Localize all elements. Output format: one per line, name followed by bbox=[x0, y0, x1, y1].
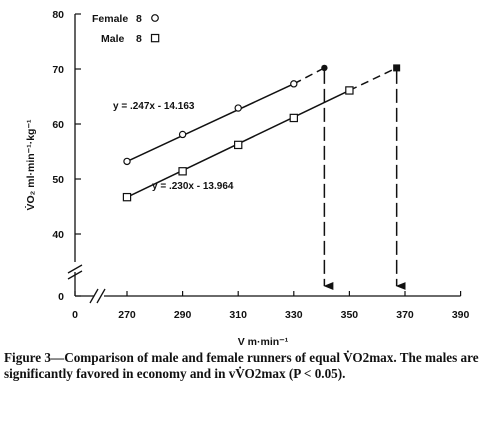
legend-label: Female bbox=[92, 13, 128, 25]
ticks: 0 40 50 60 70 80 0 270 290 310 330 350 370 390 bbox=[52, 9, 469, 321]
data-point bbox=[123, 157, 131, 166]
female-series: y = .247x - 14.163 bbox=[113, 64, 334, 290]
legend-marker-circle bbox=[151, 14, 159, 22]
legend-n: 8 bbox=[136, 13, 142, 25]
legend: Female 8 Male 8 bbox=[92, 13, 160, 45]
plot-area: y = .247x - 14.163 y = .230x - 13.964 bbox=[113, 64, 406, 290]
x-tick-label: 270 bbox=[118, 309, 136, 321]
y-axis-label: V̇O₂ ml·min⁻¹·kg⁻¹ bbox=[25, 119, 37, 211]
x-tick-label: 330 bbox=[285, 309, 303, 321]
data-point bbox=[290, 80, 298, 88]
regression-equation: y = .247x - 14.163 bbox=[113, 101, 195, 112]
x-axis-break-mark bbox=[89, 288, 99, 304]
x-tick-label: 370 bbox=[396, 309, 414, 321]
data-point bbox=[345, 86, 354, 95]
male-series: y = .230x - 13.964 bbox=[122, 64, 406, 290]
vvo2max-point bbox=[393, 64, 401, 72]
y-tick-label: 0 bbox=[58, 291, 64, 303]
data-point bbox=[289, 113, 299, 123]
y-tick-label: 60 bbox=[52, 119, 64, 131]
x-tick-label: 310 bbox=[229, 309, 247, 321]
data-point bbox=[234, 140, 243, 150]
x-tick-label: 350 bbox=[341, 309, 359, 321]
extrapolation-dashed-line bbox=[293, 67, 325, 85]
figure-caption: Figure 3—Comparison of male and female r… bbox=[4, 350, 479, 381]
y-tick-label: 80 bbox=[52, 9, 64, 21]
regression-line bbox=[126, 83, 295, 163]
data-point bbox=[234, 104, 242, 112]
y-axis-break-mark bbox=[67, 264, 83, 274]
legend-n: 8 bbox=[136, 33, 142, 45]
y-tick-label: 50 bbox=[52, 174, 64, 186]
x-axis-label: V m·min⁻¹ bbox=[238, 336, 289, 348]
legend-marker-square bbox=[150, 33, 160, 43]
x-tick-label: 0 bbox=[72, 309, 78, 321]
extrapolation-dashed-line bbox=[349, 67, 397, 92]
regression-equation: y = .230x - 13.964 bbox=[152, 181, 234, 192]
data-point bbox=[122, 192, 132, 202]
x-tick-label: 390 bbox=[452, 309, 470, 321]
y-axis-break-mark bbox=[67, 270, 83, 280]
data-point bbox=[178, 167, 187, 176]
x-axis-break-mark bbox=[96, 288, 106, 304]
y-tick-label: 70 bbox=[52, 64, 64, 76]
legend-label: Male bbox=[101, 33, 125, 45]
data-point bbox=[178, 130, 187, 139]
vvo2max-point bbox=[321, 64, 328, 72]
axes: V m·min⁻¹ V̇O₂ ml·min⁻¹·kg⁻¹ bbox=[25, 14, 461, 348]
x-tick-label: 290 bbox=[174, 309, 192, 321]
y-tick-label: 40 bbox=[52, 229, 64, 241]
